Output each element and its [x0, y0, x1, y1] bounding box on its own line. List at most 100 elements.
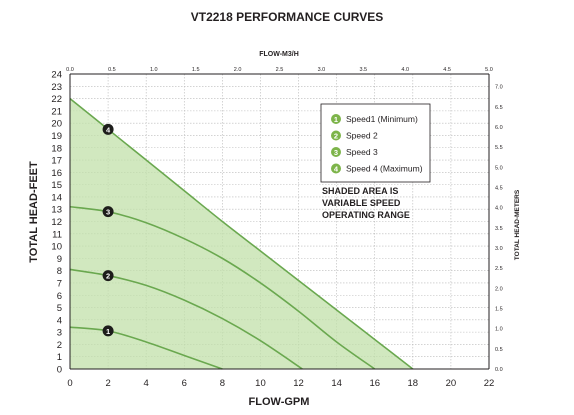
y-tick-label: 10 [51, 242, 62, 253]
y2-tick-label: 5.0 [495, 165, 503, 171]
legend-badge-number-1: 1 [334, 115, 338, 124]
y2-tick-label: 0.5 [495, 347, 503, 353]
y-tick-label: 5 [57, 303, 62, 314]
y-tick-label: 13 [51, 205, 62, 216]
y2-tick-label: 0.0 [495, 367, 503, 373]
y2-tick-label: 2.5 [495, 266, 503, 272]
y-tick-label: 3 [57, 328, 62, 339]
y-tick-label: 21 [51, 106, 62, 117]
y-tick-label: 18 [51, 143, 62, 154]
y2-tick-label: 3.0 [495, 246, 503, 252]
legend-label-1: Speed1 (Minimum) [346, 114, 418, 124]
x-tick-label: 18 [408, 378, 419, 389]
x2-tick-label: 2.0 [234, 67, 242, 73]
marker-speed-1 [102, 325, 114, 337]
x-tick-label: 14 [331, 378, 342, 389]
y-tick-label: 24 [51, 70, 62, 81]
note-line-2: VARIABLE SPEED [322, 198, 401, 208]
y2-tick-label: 1.0 [495, 327, 503, 333]
marker-speed-3 [102, 206, 114, 218]
marker-speed-2 [102, 270, 114, 282]
curve-speed-1 [69, 326, 223, 370]
y-tick-label: 16 [51, 168, 62, 179]
note-line-3: OPERATING RANGE [322, 210, 410, 220]
y-tick-label: 6 [57, 291, 62, 302]
y-tick-label: 8 [57, 266, 62, 277]
y2-axis-title: TOTAL HEAD-METERS [514, 189, 521, 260]
y-tick-label: 4 [57, 315, 62, 326]
x-tick-label: 0 [67, 378, 72, 389]
x2-axis-title: FLOW-M3/H [259, 51, 299, 58]
legend-badge-2 [331, 130, 341, 141]
x-tick-label: 4 [144, 378, 149, 389]
x-tick-label: 22 [484, 378, 495, 389]
y2-tick-label: 7.0 [495, 85, 503, 91]
y2-tick-label: 3.5 [495, 226, 503, 232]
y2-tick-label: 2.0 [495, 286, 503, 292]
marker-speed-4 [102, 123, 114, 135]
y-tick-label: 17 [51, 156, 62, 167]
x-tick-label: 12 [293, 378, 304, 389]
y-tick-label: 15 [51, 180, 62, 191]
x-tick-label: 6 [182, 378, 187, 389]
y2-tick-label: 5.5 [495, 145, 503, 151]
x2-tick-label: 2.5 [276, 67, 284, 73]
legend-badge-number-3: 3 [334, 148, 338, 157]
y2-tick-label: 6.5 [495, 105, 503, 111]
operating-range-fill [70, 98, 413, 369]
marker-label-1: 1 [106, 327, 110, 336]
marker-label-3: 3 [106, 208, 110, 217]
legend-badge-3 [331, 147, 341, 157]
x2-tick-label: 4.5 [443, 67, 451, 73]
y-tick-label: 23 [51, 82, 62, 93]
y2-tick-label: 4.5 [495, 185, 503, 191]
operating-range-note: SHADED AREA IS VARIABLE SPEED OPERATING … [322, 186, 410, 220]
x2-tick-label: 0.0 [66, 67, 74, 73]
y-tick-label: 20 [51, 119, 62, 130]
y2-tick-label: 4.0 [495, 206, 503, 212]
legend-label-2: Speed 2 [346, 131, 378, 141]
x2-tick-label: 4.0 [401, 67, 409, 73]
y-tick-label: 2 [57, 340, 62, 351]
note-line-1: SHADED AREA IS [322, 186, 398, 196]
curve-speed-3 [69, 205, 376, 370]
x-tick-label: 10 [255, 378, 266, 389]
y-tick-label: 19 [51, 131, 62, 142]
shaded-area [70, 98, 413, 369]
marker-label-4: 4 [106, 125, 111, 134]
y-tick-label: 12 [51, 217, 62, 228]
x-tick-label: 8 [220, 378, 225, 389]
y2-tick-label: 6.0 [495, 125, 503, 131]
y-tick-label: 0 [57, 365, 62, 376]
y-tick-label: 14 [51, 192, 62, 203]
legend-badge-number-2: 2 [334, 132, 338, 141]
legend-badge-number-4: 4 [334, 165, 339, 174]
x-tick-label: 20 [446, 378, 457, 389]
legend-badge-4 [331, 163, 341, 174]
x2-tick-label: 0.5 [108, 67, 116, 73]
y-tick-label: 11 [52, 229, 62, 240]
y-tick-label: 7 [57, 278, 62, 289]
y-axis-title: TOTAL HEAD-FEET [28, 161, 40, 263]
x2-tick-label: 1.0 [150, 67, 158, 73]
legend: 1 Speed1 (Minimum) 2 Speed 2 3 Speed 3 4 Speed … [320, 103, 431, 183]
legend-badge-1 [331, 114, 341, 124]
speed-markers: 1 2 3 4 [102, 123, 114, 337]
y2-tick-label: 1.5 [495, 306, 503, 312]
chart-title: VT2218 PERFORMANCE CURVES [191, 10, 384, 24]
marker-label-2: 2 [106, 272, 110, 281]
x-axis-title: FLOW-GPM [249, 396, 310, 408]
legend-label-3: Speed 3 [346, 147, 378, 157]
x-tick-label: 16 [369, 378, 380, 389]
y-tick-label: 1 [57, 352, 62, 363]
x2-tick-label: 3.5 [359, 67, 367, 73]
curve-speed-4 [69, 97, 414, 370]
x2-tick-label: 5.0 [485, 67, 493, 73]
x2-tick-label: 1.5 [192, 67, 200, 73]
axes [69, 73, 490, 370]
x-tick-label: 2 [105, 378, 110, 389]
y-tick-label: 9 [57, 254, 62, 265]
y-tick-label: 22 [51, 94, 62, 105]
legend-label-4: Speed 4 (Maximum) [346, 164, 423, 174]
